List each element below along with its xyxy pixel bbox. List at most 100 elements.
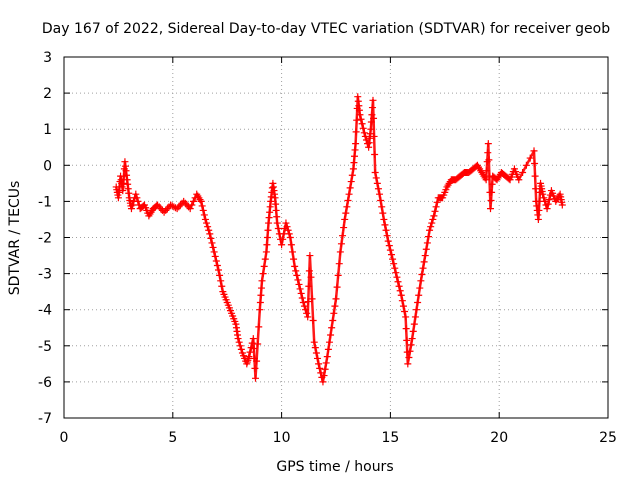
data-point	[408, 335, 416, 343]
data-point	[284, 226, 292, 234]
data-point	[320, 372, 328, 380]
data-point	[211, 252, 219, 260]
data-point	[264, 226, 272, 234]
data-point	[403, 336, 411, 344]
data-point	[413, 306, 421, 314]
data-point	[350, 152, 358, 160]
data-point	[343, 203, 351, 211]
data-point	[544, 200, 552, 208]
data-point	[307, 273, 315, 281]
data-point	[310, 338, 318, 346]
data-point	[189, 197, 197, 205]
data-point	[127, 205, 135, 213]
data-point	[323, 353, 331, 361]
data-point	[319, 378, 327, 386]
data-point	[424, 233, 432, 241]
data-point	[428, 219, 436, 227]
data-point	[132, 190, 140, 198]
data-point	[422, 245, 430, 253]
data-point	[488, 188, 496, 196]
data-point	[487, 196, 495, 204]
x-tick-label: 20	[490, 430, 508, 446]
data-point	[330, 309, 338, 317]
data-point	[392, 269, 400, 277]
data-point	[423, 239, 431, 247]
data-point	[344, 196, 352, 204]
data-point	[322, 359, 330, 367]
data-point	[204, 223, 212, 231]
data-point	[396, 287, 404, 295]
data-point	[332, 295, 340, 303]
data-point	[295, 280, 303, 288]
data-point	[129, 201, 137, 209]
data-point	[418, 271, 426, 279]
data-point	[380, 215, 388, 223]
data-point	[339, 232, 347, 240]
data-point	[411, 313, 419, 321]
data-point	[314, 354, 322, 362]
data-point	[286, 234, 294, 241]
data-point	[260, 262, 268, 270]
data-point	[488, 180, 496, 188]
x-tick-label: 15	[381, 430, 399, 446]
data-point	[305, 282, 313, 290]
data-point	[340, 224, 348, 232]
data-point	[352, 140, 360, 148]
y-tick-label: 1	[43, 122, 52, 138]
data-point	[364, 140, 372, 148]
data-point	[359, 124, 367, 132]
data-point	[217, 277, 225, 285]
data-point	[288, 248, 296, 256]
data-point	[308, 295, 316, 303]
data-point	[263, 234, 271, 241]
data-point	[133, 194, 141, 202]
data-point	[519, 169, 527, 177]
data-point	[315, 360, 323, 368]
data-point	[296, 285, 304, 293]
y-tick-label: 3	[43, 50, 52, 66]
data-point	[294, 276, 302, 284]
data-point	[416, 284, 424, 292]
data-point	[534, 215, 542, 223]
data-point	[207, 234, 215, 242]
data-point	[303, 309, 311, 317]
data-point	[415, 291, 423, 299]
data-point	[373, 179, 381, 187]
data-point	[278, 241, 286, 249]
data-point	[234, 335, 242, 343]
data-point	[214, 266, 222, 274]
data-point	[526, 154, 534, 162]
y-tick-label: -7	[38, 411, 52, 427]
data-point	[186, 205, 194, 213]
data-point	[346, 184, 354, 192]
data-point	[433, 198, 441, 206]
data-point	[545, 196, 553, 204]
data-point	[558, 201, 566, 209]
y-tick-label: -2	[38, 231, 52, 247]
data-point	[258, 277, 266, 285]
data-point	[361, 132, 369, 140]
data-point	[427, 223, 435, 231]
data-point	[399, 302, 407, 310]
data-point	[378, 203, 386, 211]
data-point	[393, 273, 401, 281]
data-point	[371, 150, 379, 158]
data-point	[417, 277, 425, 285]
data-point	[216, 271, 224, 279]
data-point	[483, 167, 491, 175]
data-point	[309, 317, 317, 325]
data-point	[290, 255, 298, 263]
data-point	[321, 365, 329, 373]
y-tick-label: 0	[43, 158, 52, 174]
data-point	[349, 165, 357, 173]
data-point	[532, 185, 540, 193]
data-point	[394, 278, 402, 286]
data-point	[395, 282, 403, 290]
data-point	[370, 114, 378, 122]
data-point	[356, 111, 364, 119]
data-point	[304, 298, 312, 306]
data-point	[311, 344, 319, 352]
data-point	[397, 291, 405, 299]
